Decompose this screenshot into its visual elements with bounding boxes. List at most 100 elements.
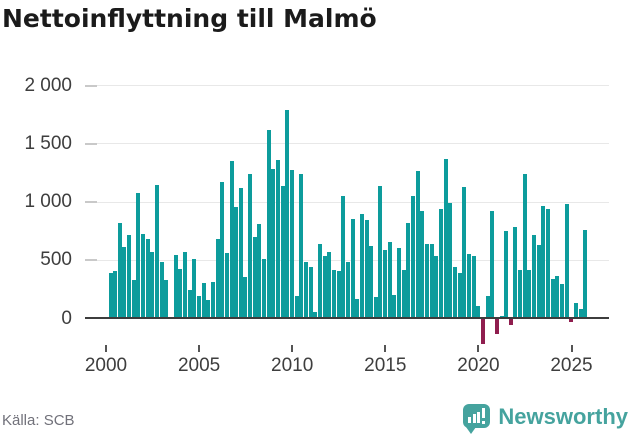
bar	[485, 296, 490, 318]
bar	[569, 319, 574, 322]
bar	[494, 319, 499, 335]
bar	[476, 306, 481, 318]
bar	[383, 250, 388, 318]
bar	[155, 184, 160, 318]
bar	[508, 319, 513, 326]
bar	[322, 255, 327, 318]
bar	[355, 298, 360, 318]
bar	[131, 279, 136, 318]
bar	[564, 203, 569, 318]
y-axis-tick	[85, 84, 97, 87]
bar	[182, 252, 187, 318]
bar	[583, 229, 588, 318]
bar	[304, 262, 308, 318]
x-axis-label: 2025	[550, 355, 593, 376]
bar	[457, 273, 462, 318]
bar	[159, 262, 164, 318]
bar	[550, 279, 555, 318]
x-axis-label: 2005	[177, 355, 221, 376]
bar	[522, 174, 527, 318]
bar	[234, 207, 239, 318]
gridline	[85, 85, 609, 87]
bar	[341, 196, 346, 318]
y-axis-label: 1 500	[24, 132, 72, 154]
y-axis-tick	[85, 201, 97, 204]
bar	[420, 211, 425, 318]
bar	[285, 109, 290, 318]
bar	[578, 309, 583, 318]
bar	[141, 233, 146, 318]
chart-title: Nettoinflyttning till Malmö	[2, 4, 377, 33]
bar	[560, 283, 565, 318]
bar	[327, 252, 332, 318]
bar	[406, 222, 411, 318]
bar	[252, 236, 257, 318]
bar	[415, 171, 420, 318]
bar	[536, 245, 541, 318]
bar	[546, 209, 551, 318]
gridline	[85, 143, 609, 145]
bar	[359, 214, 364, 318]
bar	[294, 296, 299, 318]
bar	[201, 283, 206, 318]
bar	[448, 202, 453, 318]
bar	[257, 223, 262, 318]
bar	[173, 255, 178, 318]
bar	[518, 270, 523, 318]
bar	[150, 252, 155, 318]
x-axis-tick	[570, 345, 573, 352]
bar	[210, 282, 215, 318]
y-axis-label: 1 000	[24, 191, 72, 213]
bar	[392, 295, 397, 318]
bar	[443, 158, 448, 318]
bar	[266, 130, 271, 318]
bar	[513, 227, 518, 318]
y-axis-tick	[85, 259, 97, 262]
y-axis-label: 2 000	[24, 74, 72, 96]
bar	[387, 242, 392, 318]
bar	[127, 235, 132, 318]
newsworthy-logo-link[interactable]: Newsworthy	[463, 400, 628, 434]
bar	[429, 243, 434, 318]
bar	[220, 181, 225, 318]
y-axis-tick	[85, 142, 97, 145]
bar	[317, 244, 322, 318]
bar	[117, 222, 122, 318]
bar	[378, 185, 383, 318]
x-axis-tick	[198, 345, 201, 352]
x-axis-zero-line	[85, 317, 609, 319]
bar	[229, 161, 234, 318]
bar	[215, 238, 220, 318]
x-axis-tick	[105, 345, 107, 352]
gridline	[85, 201, 609, 203]
bar	[373, 297, 378, 318]
x-axis-tick	[477, 345, 480, 352]
source-note: Källa: SCB	[2, 412, 75, 429]
bar	[336, 271, 341, 318]
bar	[350, 219, 355, 318]
bar	[108, 273, 113, 318]
bar	[192, 258, 197, 318]
bar	[452, 267, 457, 318]
bar	[490, 210, 495, 318]
bar	[280, 185, 285, 318]
bar	[113, 270, 118, 318]
x-axis-label: 2010	[271, 355, 314, 376]
x-axis-label: 2000	[84, 355, 128, 376]
x-axis-tick	[384, 345, 387, 352]
bar	[299, 173, 304, 318]
newsworthy-wordmark: Newsworthy	[498, 404, 628, 429]
bar	[397, 248, 402, 318]
x-axis-tick	[291, 345, 294, 352]
bar	[308, 267, 313, 318]
bar	[331, 270, 336, 318]
bar	[345, 261, 350, 318]
bar	[145, 238, 150, 318]
y-axis-label: 500	[40, 249, 72, 271]
bar	[364, 220, 369, 318]
bar	[196, 295, 201, 318]
bar	[238, 188, 243, 318]
bar	[466, 253, 471, 318]
bar	[411, 195, 416, 318]
